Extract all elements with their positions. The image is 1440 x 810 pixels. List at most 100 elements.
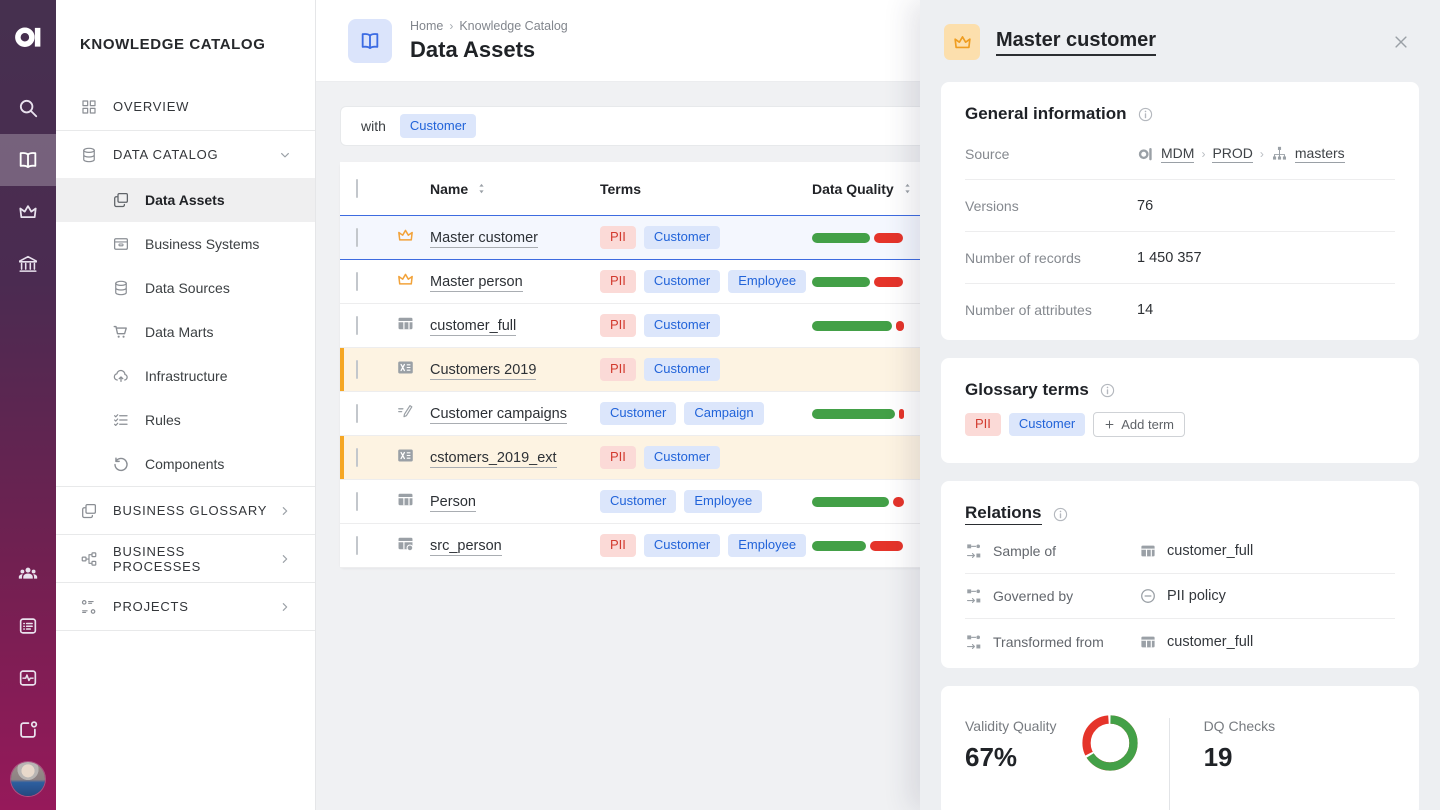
term-chip-customer[interactable]: Customer	[643, 445, 721, 470]
relation-label: Sample of	[993, 543, 1057, 559]
relation-value[interactable]: PII policy	[1167, 588, 1226, 604]
info-icon[interactable]	[1099, 382, 1116, 399]
asset-name-link[interactable]: cstomers_2019_ext	[430, 449, 557, 468]
relation-row-transformed-from: Transformed from customer_full	[965, 619, 1395, 664]
quality-green-segment	[812, 232, 870, 243]
source-link-prod[interactable]: PROD	[1212, 144, 1253, 163]
sidebar-item-data-assets[interactable]: Data Assets	[56, 178, 315, 222]
user-avatar[interactable]	[11, 762, 45, 796]
relation-value[interactable]: customer_full	[1167, 633, 1254, 650]
sidebar-item-business-systems[interactable]: Business Systems	[56, 222, 315, 266]
ataccama-logo-icon	[1137, 145, 1154, 162]
term-chip-pii[interactable]: PII	[600, 533, 636, 558]
breadcrumb-knowledge-catalog[interactable]: Knowledge Catalog	[459, 18, 568, 33]
relations-title-link[interactable]: Relations	[965, 503, 1042, 525]
add-term-button[interactable]: Add term	[1093, 412, 1186, 437]
breadcrumb-home[interactable]: Home	[410, 18, 444, 33]
term-chip-customer[interactable]: Customer	[643, 313, 721, 338]
term-chip-customer[interactable]: Customer	[600, 489, 677, 514]
rail-item-search[interactable]	[0, 82, 56, 134]
row-checkbox[interactable]	[356, 535, 358, 555]
column-header-terms[interactable]: Terms	[600, 180, 641, 197]
asset-name-link[interactable]: src_person	[430, 537, 502, 556]
glossary-term-chip-customer[interactable]: Customer	[1008, 412, 1086, 437]
sidebar-item-business-glossary[interactable]: BUSINESS GLOSSARY	[56, 487, 315, 534]
sidebar-item-data-sources[interactable]: Data Sources	[56, 266, 315, 310]
asset-name-link[interactable]: Person	[430, 493, 476, 512]
term-chip-customer[interactable]: Customer	[643, 357, 721, 382]
filter-chip-customer[interactable]: Customer	[399, 114, 477, 138]
select-all-checkbox[interactable]	[356, 178, 358, 198]
chevron-right-icon[interactable]	[277, 599, 293, 615]
term-chip-customer[interactable]: Customer	[643, 533, 721, 558]
rail-item-monitoring[interactable]	[0, 652, 56, 704]
sidebar-item-rules[interactable]: Rules	[56, 398, 315, 442]
asset-name-link[interactable]: Master customer	[430, 229, 538, 248]
asset-name-link[interactable]: Master person	[430, 273, 523, 292]
term-chip-customer[interactable]: Customer	[643, 225, 721, 250]
rail-item-master-data[interactable]	[0, 186, 56, 238]
rail-item-apps[interactable]	[0, 704, 56, 756]
row-checkbox[interactable]	[356, 403, 358, 423]
rail-item-knowledge-catalog[interactable]	[0, 134, 56, 186]
sidebar-item-data-marts[interactable]: Data Marts	[56, 310, 315, 354]
row-checkbox[interactable]	[356, 315, 358, 335]
source-link-mdm[interactable]: MDM	[1161, 144, 1195, 163]
validity-quality-label: Validity Quality	[965, 718, 1057, 734]
term-chip-employee[interactable]: Employee	[728, 269, 807, 294]
term-chip-customer[interactable]: Customer	[600, 401, 677, 426]
relation-value[interactable]: customer_full	[1167, 543, 1254, 559]
column-header-name[interactable]: Name	[430, 180, 469, 197]
rail-item-users[interactable]	[0, 548, 56, 600]
term-chip-employee[interactable]: Employee	[728, 533, 807, 558]
data-marts-icon	[112, 323, 130, 341]
row-checkbox[interactable]	[356, 271, 358, 291]
chevron-right-icon[interactable]	[277, 551, 293, 567]
row-checkbox[interactable]	[356, 491, 358, 511]
source-link-masters[interactable]: masters	[1294, 144, 1345, 163]
detail-panel: Master customer General information Sour…	[920, 0, 1440, 810]
asset-name-link[interactable]: Customer campaigns	[430, 405, 567, 424]
row-checkbox[interactable]	[356, 227, 358, 247]
quality-summary-card: Validity Quality 67% DQ Checks 19	[941, 686, 1419, 810]
chevron-down-icon[interactable]	[277, 147, 293, 163]
nav-divider	[56, 582, 315, 583]
ataccama-logo-icon[interactable]	[0, 14, 56, 58]
chevron-right-icon[interactable]	[277, 503, 293, 519]
term-chip-pii[interactable]: PII	[600, 269, 636, 294]
rail-item-tasks[interactable]	[0, 600, 56, 652]
rail-item-governance[interactable]	[0, 238, 56, 290]
term-chip-customer[interactable]: Customer	[643, 269, 721, 294]
tasks-icon	[17, 615, 39, 637]
glossary-term-chip-pii[interactable]: PII	[965, 412, 1001, 437]
info-icon[interactable]	[1052, 506, 1069, 523]
sidebar-item-projects[interactable]: PROJECTS	[56, 583, 315, 630]
sidebar-item-components[interactable]: Components	[56, 442, 315, 486]
sidebar-item-infrastructure[interactable]: Infrastructure	[56, 354, 315, 398]
close-icon[interactable]	[1392, 33, 1410, 51]
overview-icon	[80, 98, 98, 116]
term-chip-campaign[interactable]: Campaign	[684, 401, 764, 426]
sort-icon[interactable]	[474, 181, 489, 196]
sidebar-item-label: OVERVIEW	[113, 99, 190, 114]
sort-icon[interactable]	[900, 181, 915, 196]
asset-name-link[interactable]: Customers 2019	[430, 361, 537, 380]
sidebar-item-data-catalog[interactable]: DATA CATALOG	[56, 131, 315, 178]
row-checkbox[interactable]	[356, 447, 358, 467]
components-icon	[112, 455, 130, 473]
info-icon[interactable]	[1137, 106, 1154, 123]
breadcrumb-separator: ›	[1259, 146, 1264, 161]
detail-title-link[interactable]: Master customer	[996, 29, 1157, 56]
general-information-card: General information Source MDM › PROD › mast…	[941, 82, 1419, 340]
row-checkbox[interactable]	[356, 359, 358, 379]
sidebar-item-business-processes[interactable]: BUSINESS PROCESSES	[56, 535, 315, 582]
column-header-quality[interactable]: Data Quality	[812, 180, 894, 197]
asset-name-link[interactable]: customer_full	[430, 317, 517, 336]
term-chip-pii[interactable]: PII	[600, 313, 636, 338]
term-chip-employee[interactable]: Employee	[684, 489, 763, 514]
dq-checks-value: 19	[1203, 742, 1233, 772]
term-chip-pii[interactable]: PII	[600, 357, 636, 382]
term-chip-pii[interactable]: PII	[600, 225, 636, 250]
term-chip-pii[interactable]: PII	[600, 445, 636, 470]
sidebar-item-overview[interactable]: OVERVIEW	[56, 83, 315, 130]
